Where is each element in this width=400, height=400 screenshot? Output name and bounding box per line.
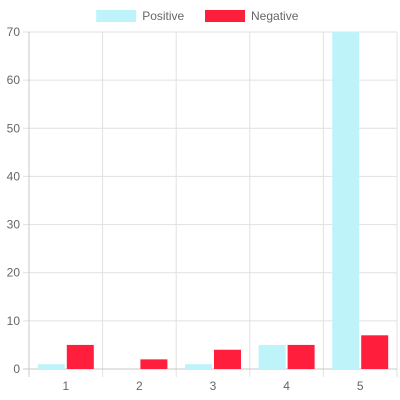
bars	[37, 32, 389, 369]
x-tick-label: 2	[136, 379, 143, 393]
x-tick-label: 1	[62, 379, 69, 393]
bar-positive-4	[258, 344, 286, 369]
legend-swatch	[205, 10, 245, 22]
bar-positive-1	[37, 364, 65, 369]
x-axis-ticks: 1 2 3 4 5	[62, 379, 363, 393]
y-tick-label: 30	[7, 218, 21, 232]
bar-negative-2	[140, 359, 168, 369]
y-tick-label: 0	[13, 362, 20, 376]
legend-label: Positive	[142, 9, 184, 23]
legend-swatch	[96, 10, 137, 22]
y-tick-label: 60	[7, 73, 21, 87]
bar-negative-3	[214, 349, 241, 369]
y-tick-label: 50	[7, 121, 21, 135]
x-tick-label: 4	[283, 379, 290, 393]
y-tick-label: 20	[7, 266, 21, 280]
x-tick-label: 3	[210, 379, 217, 393]
legend-item-positive[interactable]: Positive	[96, 9, 185, 23]
bar-positive-3	[185, 364, 212, 369]
y-tick-label: 70	[7, 25, 21, 39]
y-tick-label: 40	[7, 169, 21, 183]
legend-item-negative[interactable]: Negative	[205, 9, 299, 23]
legend-label: Negative	[251, 9, 299, 23]
bar-positive-5	[332, 32, 360, 369]
x-tick-label: 5	[357, 379, 364, 393]
legend: Positive Negative	[96, 9, 299, 23]
bar-negative-1	[66, 344, 94, 369]
y-tick-label: 10	[7, 314, 21, 328]
bar-negative-4	[287, 344, 315, 369]
bar-negative-5	[361, 335, 389, 369]
y-axis-ticks: 0 10 20 30 40 50 60 70	[7, 25, 21, 376]
